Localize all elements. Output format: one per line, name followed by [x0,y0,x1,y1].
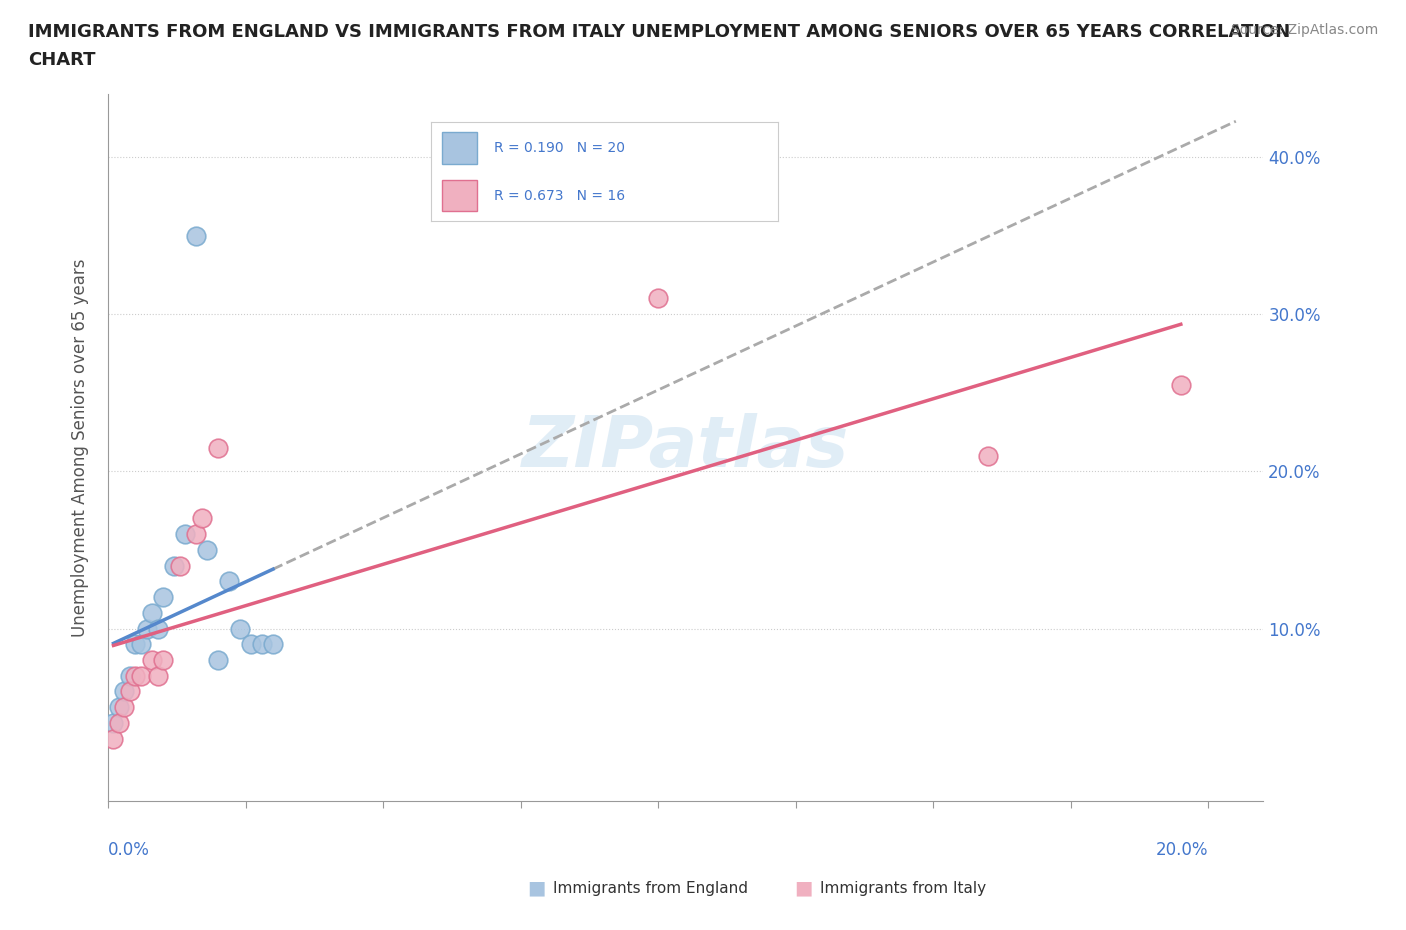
Point [124,669,146,684]
Text: ■: ■ [794,879,813,897]
Point [129,669,152,684]
Point [108,699,131,714]
Point [135,621,157,636]
Text: ■: ■ [527,879,546,897]
Point [977,448,1000,463]
Text: IMMIGRANTS FROM ENGLAND VS IMMIGRANTS FROM ITALY UNEMPLOYMENT AMONG SENIORS OVER: IMMIGRANTS FROM ENGLAND VS IMMIGRANTS FR… [28,23,1291,41]
Point [103,715,125,730]
Point [118,669,141,684]
Point [184,526,207,541]
Text: ZIPatlas: ZIPatlas [522,413,849,483]
Text: Immigrants from Italy: Immigrants from Italy [820,881,986,896]
Point [169,558,191,573]
Point [124,637,146,652]
Point [129,637,152,652]
Point [152,590,174,604]
Point [152,653,174,668]
Point [250,637,273,652]
Text: 20.0%: 20.0% [1156,841,1208,858]
Point [262,637,284,652]
Point [647,291,669,306]
Point [207,440,229,455]
Point [103,731,125,746]
Point [229,621,252,636]
Point [163,558,186,573]
Point [118,684,141,698]
Point [190,511,212,525]
Point [114,699,136,714]
Point [207,653,229,668]
Point [218,574,240,589]
Point [195,542,218,557]
Point [174,526,197,541]
Point [114,684,136,698]
Point [146,621,169,636]
Text: Immigrants from England: Immigrants from England [553,881,748,896]
Text: Source: ZipAtlas.com: Source: ZipAtlas.com [1230,23,1378,37]
Point [108,715,131,730]
Text: 0.0%: 0.0% [108,841,150,858]
Point [146,669,169,684]
Point [1170,378,1192,392]
Point [141,605,163,620]
Point [184,228,207,243]
Text: CHART: CHART [28,51,96,69]
Point [141,653,163,668]
Point [240,637,263,652]
Y-axis label: Unemployment Among Seniors over 65 years: Unemployment Among Seniors over 65 years [72,259,89,637]
